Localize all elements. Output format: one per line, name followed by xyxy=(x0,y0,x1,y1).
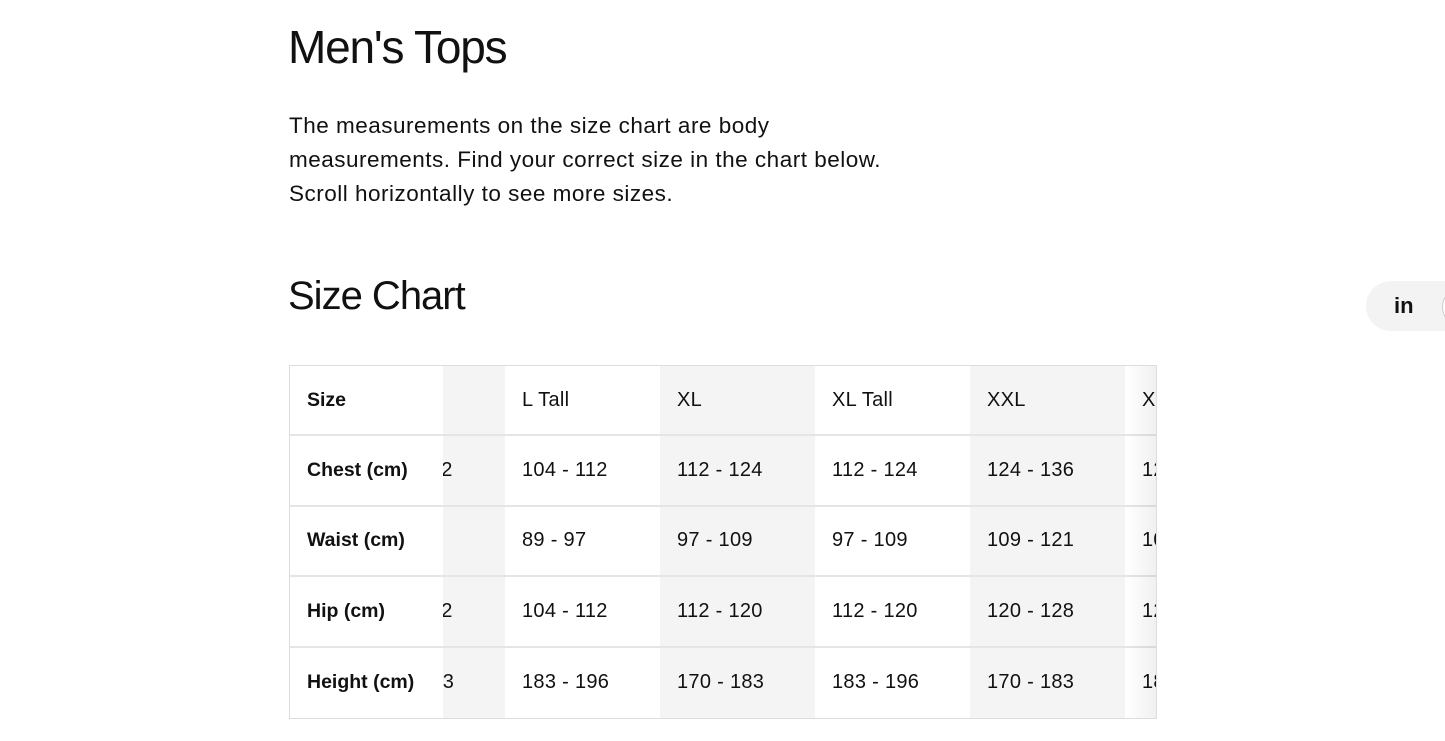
measurement-cell: 112 - 120 xyxy=(660,577,815,648)
row-header-column: Size Chest (cm) Waist (cm) Hip (cm) Heig… xyxy=(290,366,443,718)
measurement-cell: 109 - 121 xyxy=(1125,507,1156,578)
page-title: Men's Tops xyxy=(288,21,508,73)
measurement-cell: 183 - 196 xyxy=(832,671,920,694)
measurement-cell: 104 - 112 xyxy=(505,436,660,507)
measurement-cell: 104 - 112 xyxy=(443,577,505,648)
size-chart-title: Size Chart xyxy=(288,274,466,318)
measurement-cell: 112 - 124 xyxy=(660,436,815,507)
unit-toggle[interactable]: in xyxy=(1366,281,1445,331)
row-header: Hip (cm) xyxy=(290,577,443,648)
row-header: Height (cm) xyxy=(307,671,415,694)
size-chart-table: Size Chest (cm) Waist (cm) Hip (cm) Heig… xyxy=(289,365,1157,719)
measurement-cell: 170 - 183 xyxy=(443,671,455,694)
size-column: L Tall 104 - 112 89 - 97 104 - 112 183 - 196 xyxy=(505,366,660,718)
size-header-cell: XXL Tall xyxy=(1125,366,1156,437)
size-header-cell: XL Tall xyxy=(815,366,970,437)
size-column: XL 112 - 124 97 - 109 112 - 120 170 - 183 xyxy=(660,366,815,718)
measurement-cell: 97 - 109 xyxy=(815,507,970,578)
row-header-size: Size xyxy=(290,366,443,437)
measurement-cell: 112 - 120 xyxy=(815,577,970,648)
measurement-cell: 89 - 97 xyxy=(443,507,505,578)
size-column: XXL 124 - 136 109 - 121 120 - 128 170 - 183 xyxy=(970,366,1125,718)
measurement-cell: 112 - 124 xyxy=(815,436,970,507)
measurement-cell: 120 - 128 xyxy=(1125,577,1156,648)
measurement-cell: 170 - 183 xyxy=(677,671,765,694)
row-header: Chest (cm) xyxy=(290,436,443,507)
unit-toggle-label: in xyxy=(1394,293,1414,318)
measurement-cell: 124 - 136 xyxy=(1125,436,1156,507)
measurement-cell: 104 - 112 xyxy=(443,436,505,507)
measurement-cell: 183 - 196 xyxy=(522,671,610,694)
page-description: The measurements on the size chart are b… xyxy=(289,113,881,206)
size-header-cell: XL xyxy=(660,366,815,437)
size-header-cell: L xyxy=(443,366,505,437)
row-header: Waist (cm) xyxy=(290,507,443,578)
measurement-cell: 109 - 121 xyxy=(970,507,1125,578)
size-header-cell: L Tall xyxy=(505,366,660,437)
size-header-cell: XXL xyxy=(970,366,1125,437)
measurement-cell: 170 - 183 xyxy=(987,671,1075,694)
measurement-cell: 120 - 128 xyxy=(970,577,1125,648)
measurement-cell: 183 - 196 xyxy=(1142,671,1156,694)
measurement-cell: 104 - 112 xyxy=(505,577,660,648)
measurement-cell: 89 - 97 xyxy=(505,507,660,578)
size-column: XL Tall 112 - 124 97 - 109 112 - 120 183 - 1… xyxy=(815,366,970,718)
measurement-cell: 124 - 136 xyxy=(970,436,1125,507)
measurement-cell: 97 - 109 xyxy=(660,507,815,578)
